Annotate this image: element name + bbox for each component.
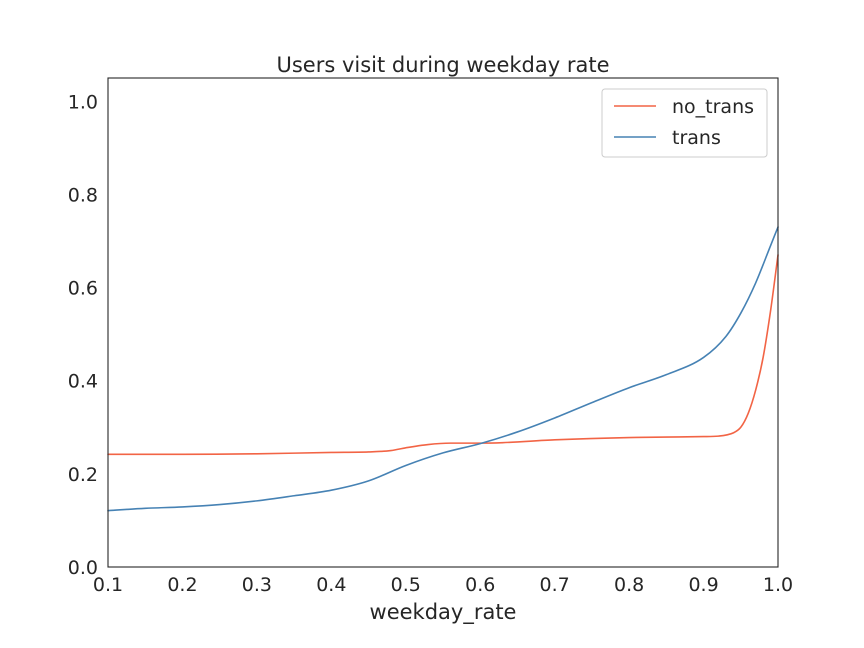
y-tick-label: 1.0: [68, 91, 98, 113]
axes-layer: 0.1 0.2 0.3 0.4 0.5 0.6 0.7 0.8 0.9 1.0 0.0 0.2 0.4 0…: [68, 91, 793, 596]
y-tick-label: 0.2: [68, 464, 98, 486]
x-tick-label: 0.1: [93, 574, 123, 596]
legend-label-no-trans: no_trans: [672, 96, 754, 118]
x-tick-label: 0.8: [614, 574, 644, 596]
x-tick-label: 0.6: [465, 574, 495, 596]
x-tick-label: 1.0: [763, 574, 793, 596]
x-axis-title: weekday_rate: [370, 600, 517, 625]
x-tick-label: 0.9: [688, 574, 718, 596]
series-line-trans: [107, 226, 779, 512]
legend-label-trans: trans: [672, 127, 721, 149]
series-line-no-trans: [107, 254, 779, 456]
series-layer: [107, 226, 779, 512]
y-tick-label: 0.4: [68, 371, 98, 393]
x-tick-label: 0.5: [391, 574, 421, 596]
y-tick-label: 0.0: [68, 557, 98, 579]
x-tick-label: 0.3: [242, 574, 272, 596]
x-tick-label: 0.4: [316, 574, 346, 596]
y-tick-label: 0.8: [68, 184, 98, 206]
chart-title: Users visit during weekday rate: [277, 53, 610, 77]
plot-frame: [107, 77, 779, 568]
y-tick-label: 0.6: [68, 278, 98, 300]
x-tick-label: 0.7: [540, 574, 570, 596]
x-tick-label: 0.2: [167, 574, 197, 596]
